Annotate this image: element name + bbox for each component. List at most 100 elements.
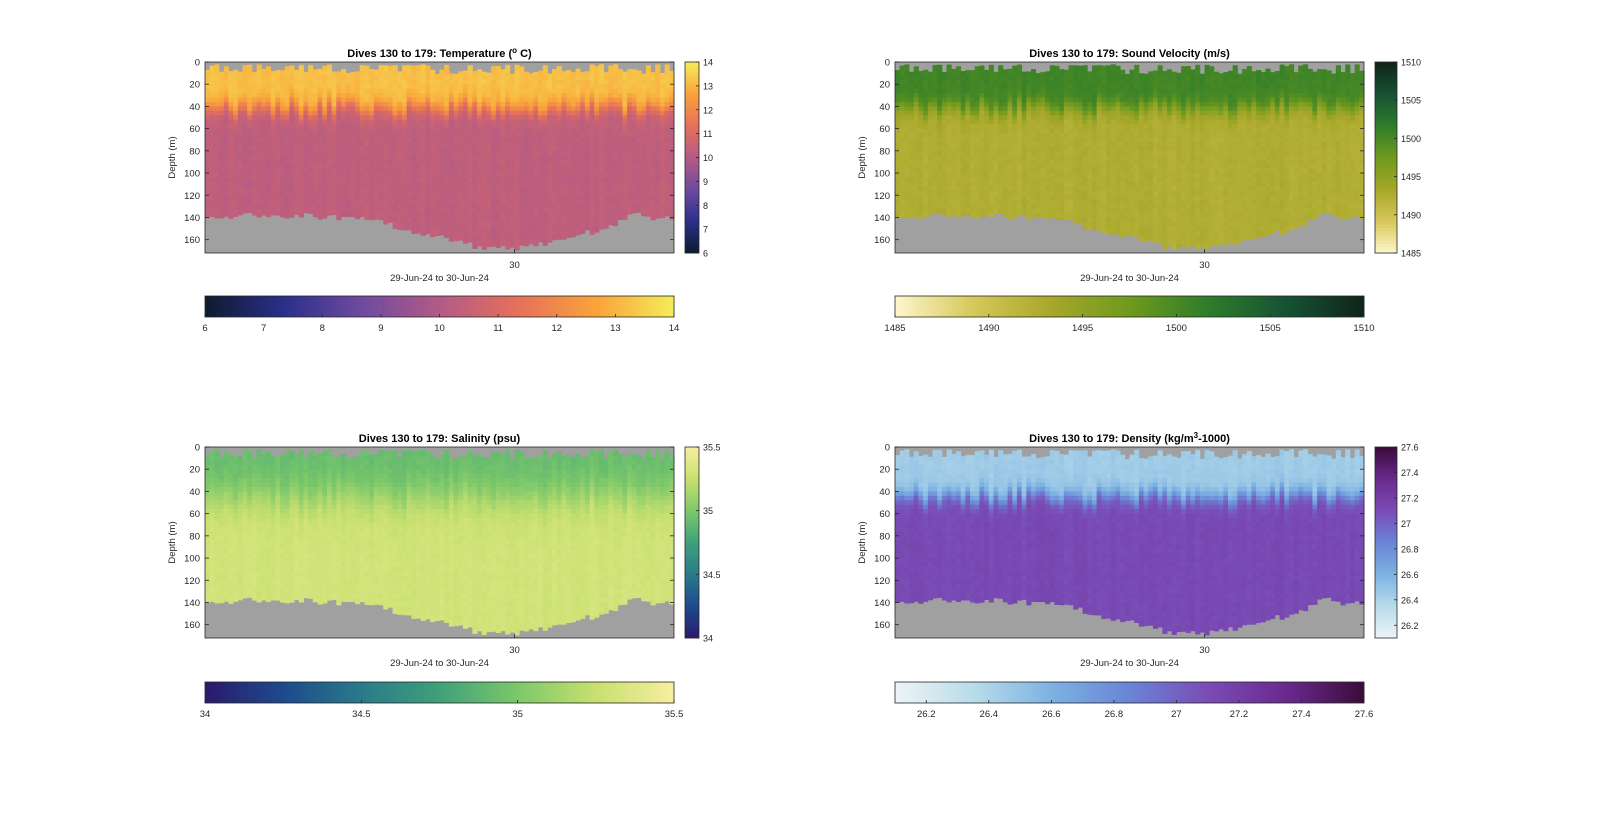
heatmap-cell xyxy=(205,182,210,187)
heatmap-cell xyxy=(360,160,365,165)
heatmap-cell xyxy=(440,129,445,134)
heatmap-cell xyxy=(524,186,529,191)
heatmap-cell xyxy=(463,222,468,227)
colorbar-swatch xyxy=(436,296,440,317)
heatmap-cell xyxy=(280,138,285,143)
heatmap-cell xyxy=(543,209,548,214)
heatmap-cell xyxy=(289,89,294,94)
heatmap-cell xyxy=(440,80,445,85)
heatmap-cell xyxy=(407,84,412,89)
heatmap-cell xyxy=(533,204,538,209)
heatmap-cell xyxy=(552,213,557,218)
heatmap-cell xyxy=(510,89,515,94)
heatmap-cell xyxy=(350,102,355,107)
heatmap-cell xyxy=(425,173,430,178)
heatmap-cell xyxy=(529,169,534,174)
heatmap-cell xyxy=(402,98,407,103)
heatmap-cell xyxy=(303,191,308,196)
heatmap-cell xyxy=(552,240,557,241)
heatmap-cell xyxy=(482,160,487,165)
heatmap-cell xyxy=(618,106,623,111)
heatmap-cell xyxy=(984,75,989,80)
heatmap-cell xyxy=(402,177,407,182)
heatmap-cell xyxy=(336,89,341,94)
heatmap-cell xyxy=(243,142,248,147)
heatmap-cell xyxy=(543,138,548,143)
heatmap-cell xyxy=(585,71,590,76)
heatmap-cell xyxy=(566,177,571,182)
heatmap-cell xyxy=(900,66,905,71)
heatmap-cell xyxy=(942,191,947,196)
heatmap-cell xyxy=(923,84,928,89)
heatmap-cell xyxy=(585,146,590,151)
heatmap-cell xyxy=(299,75,304,80)
heatmap-cell xyxy=(655,173,660,178)
heatmap-cell xyxy=(435,182,440,187)
heatmap-cell xyxy=(435,106,440,111)
heatmap-cell xyxy=(407,115,412,120)
heatmap-cell xyxy=(266,151,271,156)
heatmap-cell xyxy=(425,98,430,103)
heatmap-cell xyxy=(975,155,980,160)
heatmap-cell xyxy=(928,213,933,215)
heatmap-cell xyxy=(646,209,651,214)
heatmap-cell xyxy=(247,146,252,151)
heatmap-cell xyxy=(961,98,966,103)
heatmap-cell xyxy=(393,71,398,76)
heatmap-cell xyxy=(636,75,641,80)
heatmap-cell xyxy=(271,138,276,143)
heatmap-cell xyxy=(947,155,952,160)
heatmap-cell xyxy=(1008,129,1013,134)
heatmap-cell xyxy=(951,169,956,174)
heatmap-cell xyxy=(425,146,430,151)
heatmap-cell xyxy=(383,146,388,151)
heatmap-cell xyxy=(951,155,956,160)
heatmap-cell xyxy=(547,124,552,129)
heatmap-cell xyxy=(923,80,928,85)
heatmap-cell xyxy=(599,186,604,191)
heatmap-cell xyxy=(895,186,900,191)
heatmap-cell xyxy=(491,231,496,236)
heatmap-cell xyxy=(308,93,313,98)
heatmap-cell xyxy=(1003,71,1008,76)
heatmap-cell xyxy=(998,182,1003,187)
heatmap-cell xyxy=(346,138,351,143)
heatmap-cell xyxy=(318,80,323,85)
colorbar-swatch xyxy=(685,196,699,200)
heatmap-cell xyxy=(303,186,308,191)
heatmap-cell xyxy=(360,106,365,111)
heatmap-cell xyxy=(561,235,566,239)
heatmap-cell xyxy=(993,138,998,143)
heatmap-cell xyxy=(1008,84,1013,89)
heatmap-cell xyxy=(524,231,529,236)
heatmap-cell xyxy=(636,124,641,129)
colorbar-swatch xyxy=(685,173,699,177)
heatmap-cell xyxy=(430,173,435,178)
heatmap-cell xyxy=(947,98,952,103)
heatmap-cell xyxy=(233,124,238,129)
heatmap-cell xyxy=(458,71,463,75)
heatmap-cell xyxy=(993,89,998,94)
heatmap-cell xyxy=(961,177,966,182)
heatmap-cell xyxy=(998,93,1003,98)
heatmap-cell xyxy=(266,106,271,111)
heatmap-cell xyxy=(947,80,952,85)
heatmap-cell xyxy=(1022,177,1027,182)
heatmap-cell xyxy=(421,231,426,236)
colorbar-swatch xyxy=(576,296,580,317)
heatmap-cell xyxy=(636,204,641,209)
heatmap-cell xyxy=(956,102,961,107)
heatmap-cell xyxy=(350,164,355,169)
heatmap-cell xyxy=(379,177,384,182)
heatmap-cell xyxy=(608,84,613,89)
heatmap-cell xyxy=(303,89,308,94)
heatmap-cell xyxy=(566,111,571,116)
heatmap-cell xyxy=(636,98,641,103)
heatmap-cell xyxy=(956,209,961,214)
heatmap-cell xyxy=(355,169,360,174)
heatmap-cell xyxy=(557,222,562,227)
heatmap-cell xyxy=(604,151,609,156)
heatmap-cell xyxy=(655,115,660,120)
heatmap-cell xyxy=(228,133,233,138)
heatmap-cell xyxy=(618,84,623,89)
